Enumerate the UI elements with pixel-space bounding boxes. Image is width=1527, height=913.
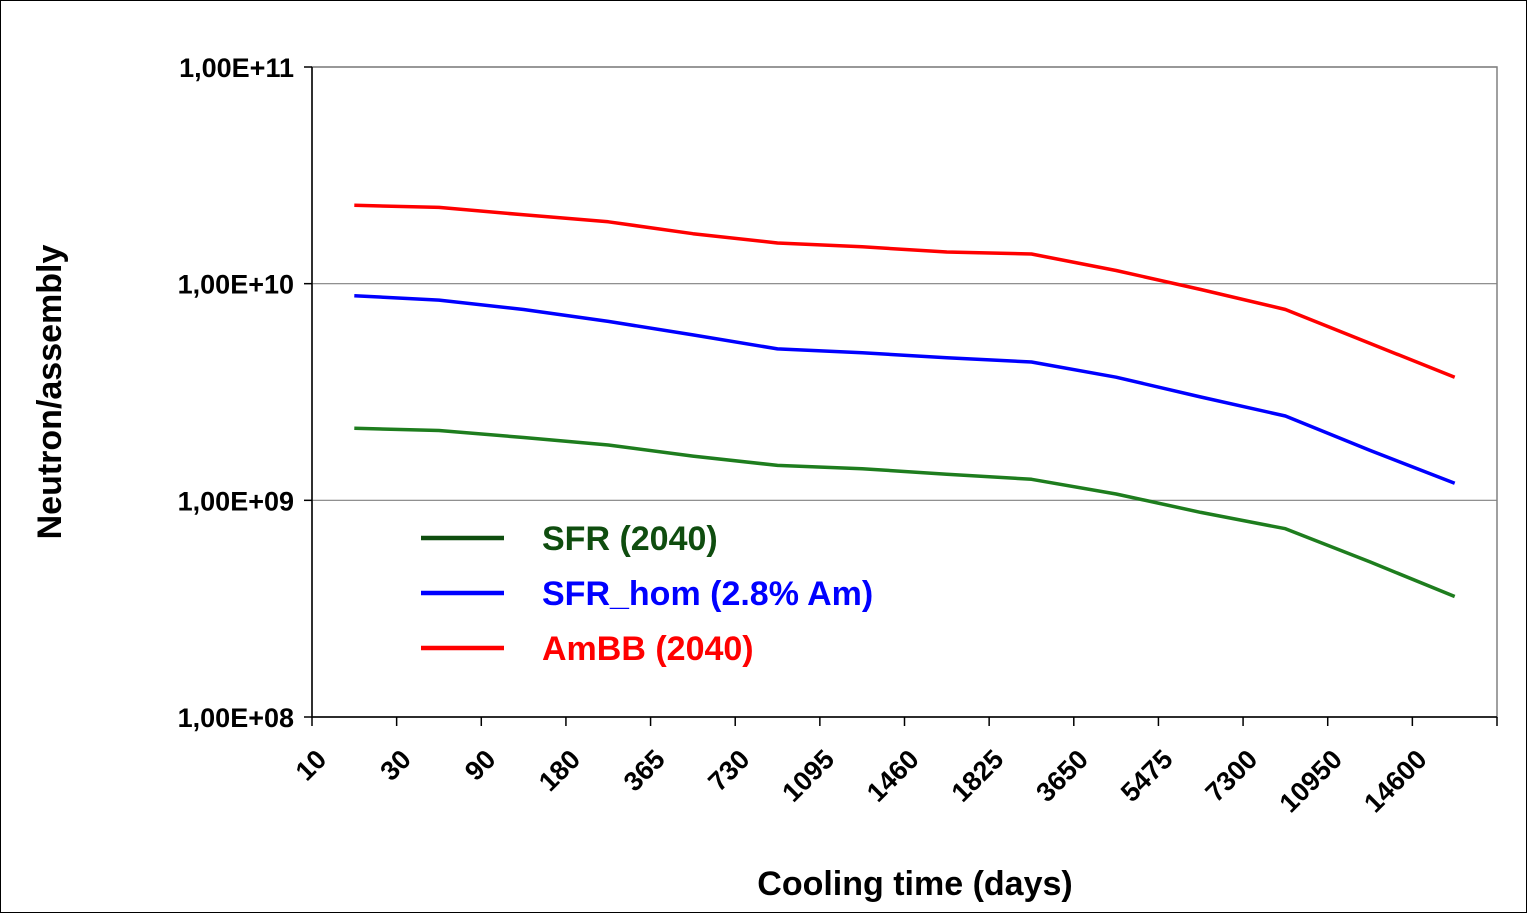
- y-tick-label: 1,00E+10: [178, 270, 294, 300]
- x-tick-label: 10950: [1274, 744, 1348, 818]
- x-tick-label: 1460: [861, 744, 925, 808]
- x-tick-label: 365: [618, 744, 671, 797]
- x-axis: 10 30 90 180 365 730 1095 1460 1825 3650 5475 7300 1…: [290, 716, 1498, 818]
- legend-label: AmBB (2040): [542, 630, 754, 668]
- y-axis: 1,00E+08 1,00E+09 1,00E+10 1,00E+11: [178, 53, 313, 733]
- x-tick-label: 1825: [946, 744, 1010, 808]
- y-axis-title: Neutron/assembly: [31, 245, 69, 540]
- x-tick-label: 14600: [1358, 744, 1432, 818]
- x-tick-label: 180: [533, 744, 586, 797]
- series-line-sfr-hom-2-8-am: [354, 293, 1456, 485]
- legend-label: SFR (2040): [542, 520, 718, 558]
- x-tick-label: 5475: [1115, 744, 1179, 808]
- x-tick-label: 90: [459, 744, 501, 786]
- legend: SFR (2040) SFR_hom (2.8% Am) AmBB (2040): [421, 520, 873, 668]
- y-tick-label: 1,00E+08: [178, 703, 294, 733]
- y-tick-label: 1,00E+09: [178, 486, 294, 516]
- gridlines: [312, 66, 1497, 718]
- x-tick-label: 10: [290, 744, 332, 786]
- legend-label: SFR_hom (2.8% Am): [542, 575, 873, 613]
- series-lines: [354, 203, 1456, 599]
- x-tick-label: 30: [374, 744, 416, 786]
- series-line-ambb-2040: [354, 203, 1456, 379]
- x-tick-label: 1095: [776, 744, 840, 808]
- x-tick-label: 7300: [1200, 744, 1264, 808]
- x-axis-title: Cooling time (days): [757, 865, 1072, 903]
- x-tick-label: 3650: [1030, 744, 1094, 808]
- y-tick-label: 1,00E+11: [179, 53, 294, 83]
- plot-area: [311, 66, 1498, 718]
- series-line-sfr-2040: [354, 426, 1456, 599]
- x-tick-label: 730: [702, 744, 755, 797]
